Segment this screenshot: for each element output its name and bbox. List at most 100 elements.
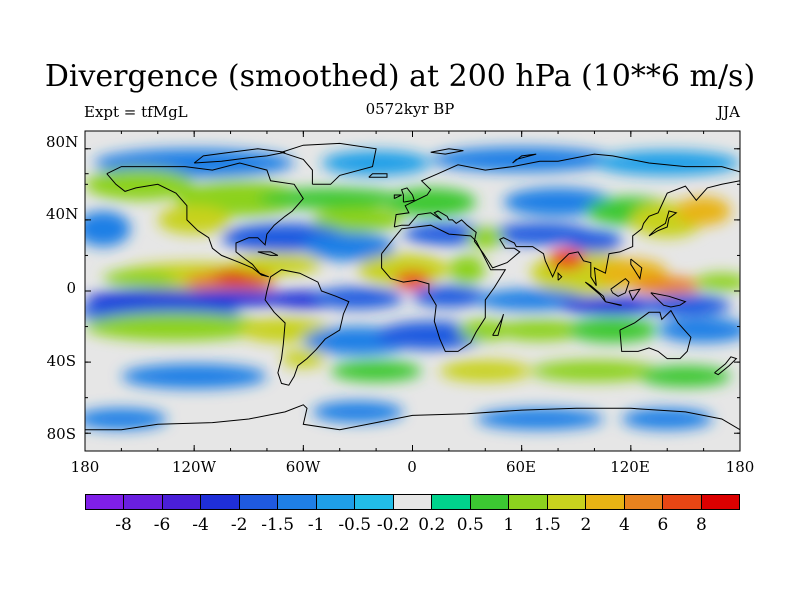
plot-title: Divergence (smoothed) at 200 hPa (10**6 …: [44, 59, 756, 94]
colorbar-level-label: 0.2: [418, 515, 446, 535]
colorbar-level-label: 1: [503, 515, 515, 535]
field-region: [639, 365, 731, 388]
field-region: [85, 168, 195, 201]
lat-tick-80n: 80N: [46, 133, 79, 151]
field-region: [85, 312, 267, 341]
field-region: [558, 296, 668, 315]
field-region: [439, 360, 531, 382]
coastline: [257, 251, 279, 256]
coastline: [610, 277, 630, 297]
field-region: [103, 269, 176, 288]
field-region: [281, 349, 326, 368]
map-axes: [84, 130, 741, 452]
divergence-fields: [85, 147, 740, 430]
field-region: [676, 196, 731, 226]
season-label: JJA: [717, 103, 740, 121]
colorbar-level-label: -0.2: [376, 515, 410, 535]
colorbar-level-label: 6: [657, 515, 669, 535]
field-region: [121, 363, 267, 389]
colorbar-box: [432, 495, 471, 509]
lon-tick-180e: 180: [725, 458, 755, 476]
coastline: [264, 269, 350, 386]
coastline: [106, 162, 304, 278]
colorbar-box: [509, 495, 548, 509]
coastline: [381, 224, 507, 352]
lon-tick-120e: 120E: [610, 458, 650, 476]
lat-tick-0: 0: [66, 279, 76, 297]
lon-tick-180w: 180: [70, 458, 100, 476]
field-region: [494, 319, 586, 341]
coastline: [394, 180, 740, 286]
lon-tick-120w: 120W: [171, 458, 217, 476]
lat-tick-80s: 80S: [46, 425, 76, 443]
lon-tick-60e: 60E: [505, 458, 537, 476]
field-region: [485, 223, 595, 245]
field-region: [312, 287, 404, 309]
colorbar-level-label: 2: [580, 515, 592, 535]
coastline: [557, 271, 563, 281]
colorbar-box: [547, 495, 587, 509]
field-region: [548, 248, 586, 270]
colorbar-box: [355, 495, 394, 509]
field-region: [476, 289, 586, 311]
colorbar-box: [278, 495, 317, 509]
colorbar-level-label: -4: [192, 515, 209, 535]
field-region: [630, 276, 704, 295]
field-region: [257, 187, 404, 210]
field-region: [448, 255, 486, 284]
coastline: [630, 258, 643, 280]
field-region: [476, 408, 604, 430]
coastline: [650, 292, 687, 308]
coastline: [492, 313, 504, 336]
colorbar-box: [586, 495, 625, 509]
field-region: [567, 317, 659, 343]
colorbar-box: [470, 495, 510, 509]
field-region: [157, 205, 231, 235]
colorbar-box: [239, 495, 279, 509]
lat-tick-40n: 40N: [46, 205, 79, 223]
colorbar-box: [663, 495, 702, 509]
field-region: [530, 360, 659, 382]
colorbar-box: [124, 495, 163, 509]
colorbar-level-label: -1: [307, 515, 325, 535]
coastline: [400, 187, 415, 203]
lon-tick-0: 0: [407, 458, 417, 476]
field-region: [312, 207, 404, 233]
coastline: [512, 153, 537, 164]
colorbar-box: [162, 495, 202, 509]
field-region: [230, 253, 322, 275]
colorbar-box: [701, 495, 739, 509]
colorbar-level-label: -0.5: [338, 515, 372, 535]
field-region: [621, 408, 713, 430]
coastline: [393, 153, 740, 228]
coastline: [279, 142, 377, 185]
field-region: [321, 150, 431, 176]
field-region: [85, 408, 167, 430]
coastline: [605, 301, 622, 306]
lat-tick-40s: 40S: [46, 352, 76, 370]
colorbar-box: [316, 495, 356, 509]
colorbar-level-label: 0.5: [456, 515, 484, 535]
field-region: [694, 273, 740, 291]
coastline: [619, 309, 692, 360]
field-region: [303, 232, 395, 261]
field-region: [330, 360, 422, 382]
colorbar-box: [624, 495, 664, 509]
colorbar-level-label: -8: [115, 515, 132, 535]
coastline: [584, 281, 606, 303]
colorbar-box: [393, 495, 433, 509]
field-region: [85, 211, 131, 247]
colorbar-level-label: 8: [696, 515, 707, 535]
colorbar-box: [201, 495, 240, 509]
coastline: [628, 288, 641, 301]
coastline: [648, 210, 678, 237]
colorbar-level-label: -1.5: [261, 515, 295, 535]
colorbar-level-label: -2: [230, 515, 248, 535]
experiment-label: Expt = tfMgL: [84, 103, 188, 121]
field-region: [594, 150, 740, 176]
coastline: [714, 356, 738, 376]
colorbar-level-label: 1.5: [533, 515, 561, 535]
field-region: [376, 321, 486, 350]
colorbar: [85, 494, 740, 510]
coastline: [193, 148, 286, 164]
